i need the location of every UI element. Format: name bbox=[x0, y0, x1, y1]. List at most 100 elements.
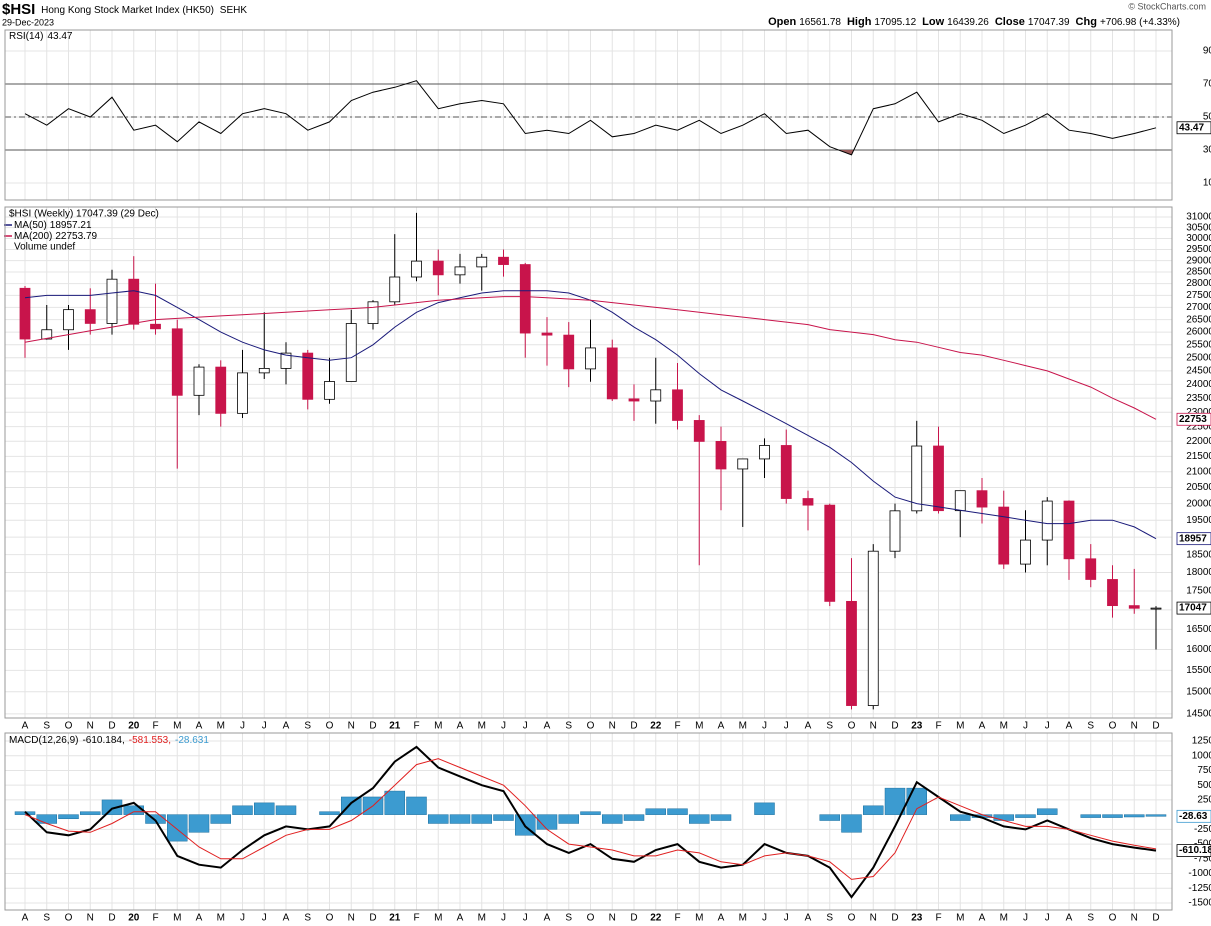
x-tick-label: M bbox=[478, 721, 486, 732]
quote-value: 17047.39 bbox=[1028, 17, 1070, 28]
x-tick-label: O bbox=[587, 913, 595, 924]
x-tick-label: J bbox=[501, 721, 506, 732]
x-tick-label: A bbox=[1066, 721, 1073, 732]
candle-body bbox=[780, 445, 792, 499]
histogram-bar bbox=[449, 814, 471, 824]
candle-body bbox=[389, 276, 401, 303]
panel-frame bbox=[4, 206, 1173, 719]
quote: Open 16561.78 High 17095.12 Low 16439.26 Close… bbox=[768, 16, 1180, 28]
candle-body bbox=[454, 266, 466, 276]
header-line: $HSI Hong Kong Stock Market Index (HK50)… bbox=[2, 1, 247, 18]
x-tick-label: D bbox=[1152, 913, 1159, 924]
y-tick-label: 31000 bbox=[1186, 212, 1211, 223]
macd-line bbox=[24, 745, 1157, 899]
x-tick-label: O bbox=[587, 721, 595, 732]
macd-line bbox=[24, 758, 1157, 880]
x-tick-label: N bbox=[870, 913, 877, 924]
legend: MACD(12,26,9) -610.184, -581.553, -28.631 bbox=[9, 735, 209, 746]
x-tick-label: J bbox=[523, 913, 528, 924]
x-tick-label: J bbox=[523, 721, 528, 732]
y-tick-label: 70 bbox=[1203, 79, 1211, 90]
candle-body bbox=[411, 260, 422, 278]
legend-price: $HSI (Weekly) 17047.39 (29 Dec) bbox=[9, 209, 159, 220]
end-label-box bbox=[1176, 412, 1211, 426]
quote-label: High bbox=[847, 16, 872, 28]
histogram-bar bbox=[841, 814, 862, 833]
quote-label: Close bbox=[995, 16, 1025, 28]
x-tick-label: D bbox=[369, 913, 376, 924]
end-label-box bbox=[1176, 532, 1211, 546]
credit: © StockCharts.com bbox=[1128, 1, 1206, 11]
y-tick-label: 28000 bbox=[1186, 278, 1211, 289]
x-tick-label: A bbox=[457, 913, 464, 924]
candle-body bbox=[258, 367, 270, 374]
y-tick-label: 18500 bbox=[1186, 549, 1211, 560]
histogram-bar bbox=[950, 814, 971, 821]
x-tick-label: J bbox=[240, 913, 245, 924]
x-tick-label: A bbox=[22, 721, 29, 732]
histogram-bar bbox=[906, 787, 927, 815]
x-tick-label: A bbox=[979, 913, 986, 924]
x-tick-label: 23 bbox=[911, 913, 923, 924]
y-tick-label: 15000 bbox=[1186, 686, 1211, 697]
candle-body bbox=[824, 504, 836, 602]
y-tick-label: 15500 bbox=[1186, 665, 1211, 676]
quote-value: 17095.12 bbox=[874, 17, 916, 28]
x-tick-label: J bbox=[762, 913, 767, 924]
x-tick-label: A bbox=[283, 913, 290, 924]
x-tick-label: 23 bbox=[911, 721, 923, 732]
candle-body bbox=[650, 389, 662, 402]
x-tick-label: J bbox=[784, 721, 789, 732]
index-name: Hong Kong Stock Market Index (HK50) bbox=[41, 5, 214, 16]
x-tick-label: J bbox=[262, 913, 267, 924]
y-tick-label: 23500 bbox=[1186, 393, 1211, 404]
candle-body bbox=[498, 256, 509, 265]
x-tick-label: D bbox=[1152, 721, 1159, 732]
candle-body bbox=[541, 332, 553, 336]
end-label-box bbox=[1176, 601, 1211, 615]
histogram-bar bbox=[1145, 814, 1167, 817]
candle-body bbox=[324, 381, 335, 400]
y-tick-label: -250 bbox=[1194, 824, 1211, 835]
x-tick-label: J bbox=[762, 721, 767, 732]
legend-name: MA(50) bbox=[14, 220, 47, 231]
x-tick-label: N bbox=[348, 721, 355, 732]
candle-body bbox=[171, 328, 183, 396]
x-tick-label: S bbox=[826, 721, 833, 732]
histogram-bar bbox=[623, 814, 645, 821]
x-tick-label: N bbox=[1131, 913, 1138, 924]
x-tick-label: A bbox=[196, 913, 203, 924]
x-tick-label: A bbox=[805, 913, 812, 924]
x-tick-label: O bbox=[1109, 913, 1117, 924]
exchange: SEHK bbox=[220, 5, 248, 16]
y-tick-label: 27500 bbox=[1186, 290, 1211, 301]
histogram-bar bbox=[210, 814, 231, 824]
y-tick-label: 20500 bbox=[1186, 482, 1211, 493]
x-tick-label: M bbox=[1000, 721, 1008, 732]
x-tick-label: A bbox=[544, 913, 551, 924]
y-tick-label: 24000 bbox=[1186, 379, 1211, 390]
x-tick-label: O bbox=[65, 913, 73, 924]
end-label: 43.47 bbox=[1179, 122, 1204, 133]
histogram-bar bbox=[710, 814, 732, 821]
y-tick-label: -1250 bbox=[1188, 883, 1211, 894]
legend-volume: Volume undef bbox=[14, 242, 75, 253]
candle-body bbox=[237, 372, 248, 414]
end-label: -28.63 bbox=[1179, 811, 1208, 822]
x-tick-label: O bbox=[1109, 721, 1117, 732]
candle-body bbox=[846, 600, 857, 706]
x-tick-label: A bbox=[544, 721, 551, 732]
end-label: 18957 bbox=[1179, 533, 1207, 544]
legend-ma: MA(50) 18957.21 bbox=[14, 220, 92, 231]
x-tick-label: M bbox=[434, 913, 442, 924]
x-tick-label: N bbox=[348, 913, 355, 924]
x-tick-label: 21 bbox=[389, 721, 401, 732]
x-tick-label: S bbox=[565, 913, 572, 924]
histogram-bar bbox=[167, 814, 188, 842]
candle-body bbox=[280, 352, 292, 369]
histogram-bar bbox=[275, 805, 297, 815]
y-tick-label: 14500 bbox=[1186, 709, 1211, 720]
histogram-bar bbox=[602, 814, 623, 824]
y-tick-label: 21000 bbox=[1186, 466, 1211, 477]
histogram-bar bbox=[406, 796, 427, 815]
